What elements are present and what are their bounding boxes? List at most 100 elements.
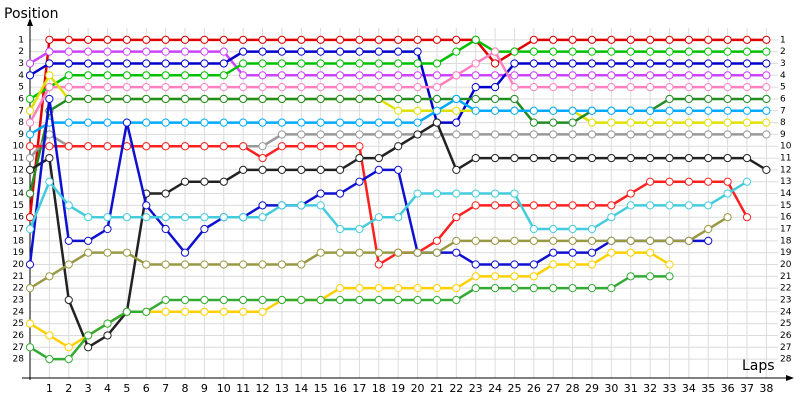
y-tick-label: 3	[18, 59, 24, 69]
position-marker	[84, 236, 93, 245]
position-marker	[452, 248, 461, 257]
position-marker	[549, 284, 558, 293]
position-marker	[355, 284, 364, 293]
position-marker	[142, 71, 151, 80]
position-marker	[64, 47, 73, 56]
position-marker	[103, 248, 112, 257]
position-marker	[568, 224, 577, 234]
position-marker	[394, 295, 403, 305]
position-marker	[432, 83, 442, 92]
position-marker	[704, 118, 713, 127]
y-tick-label-right: 28	[780, 355, 792, 365]
position-marker	[568, 71, 577, 80]
position-marker	[122, 71, 131, 80]
position-marker	[103, 331, 112, 340]
position-marker	[684, 118, 693, 127]
x-tick-label: 14	[294, 382, 308, 395]
position-marker	[64, 83, 73, 92]
position-marker	[607, 153, 616, 163]
position-marker	[355, 118, 364, 127]
position-marker	[25, 153, 35, 163]
position-marker	[587, 248, 597, 257]
position-marker	[762, 165, 771, 174]
position-marker	[239, 260, 248, 269]
position-marker	[704, 59, 713, 68]
position-marker	[239, 47, 248, 56]
position-marker	[452, 118, 461, 127]
position-marker	[258, 295, 267, 305]
position-marker	[258, 260, 267, 269]
position-marker	[413, 71, 422, 80]
position-marker	[161, 260, 170, 269]
y-tick-label: 13	[13, 177, 24, 187]
position-marker	[258, 142, 267, 151]
position-marker	[180, 295, 190, 305]
position-marker	[587, 201, 597, 210]
position-marker	[297, 35, 306, 44]
position-marker	[394, 59, 403, 68]
position-marker	[762, 35, 771, 44]
position-marker	[200, 59, 209, 68]
position-marker	[646, 106, 655, 115]
position-marker	[607, 284, 616, 293]
position-marker	[84, 118, 93, 127]
position-marker	[25, 94, 35, 104]
position-marker	[490, 284, 500, 293]
position-marker	[277, 295, 287, 305]
y-tick-label-right: 24	[780, 307, 792, 317]
position-marker	[161, 83, 170, 92]
position-marker	[510, 236, 519, 245]
position-marker	[490, 189, 500, 198]
position-marker	[200, 142, 209, 151]
position-marker	[665, 236, 674, 245]
position-marker	[200, 213, 209, 222]
position-marker	[510, 130, 519, 139]
position-marker	[490, 272, 500, 281]
position-marker	[723, 177, 732, 186]
position-marker	[394, 71, 403, 80]
position-marker	[64, 59, 73, 68]
position-marker	[297, 201, 306, 210]
position-marker	[180, 118, 190, 127]
position-marker	[219, 71, 228, 80]
position-marker	[684, 177, 693, 186]
position-marker	[568, 248, 577, 257]
position-marker	[646, 83, 655, 92]
position-marker	[471, 260, 480, 269]
position-marker	[161, 224, 170, 234]
position-marker	[355, 94, 364, 104]
position-marker	[568, 236, 577, 245]
position-marker	[25, 319, 35, 328]
position-marker	[64, 260, 73, 269]
position-marker	[84, 71, 93, 80]
position-marker	[549, 71, 558, 80]
position-marker	[394, 118, 403, 127]
position-marker	[510, 284, 519, 293]
position-marker	[587, 106, 597, 115]
position-marker	[452, 213, 461, 222]
position-marker	[180, 94, 190, 104]
position-marker	[25, 118, 35, 127]
position-marker	[607, 59, 616, 68]
position-marker	[529, 47, 538, 56]
position-marker	[142, 260, 151, 269]
position-marker	[432, 189, 442, 198]
position-marker	[277, 35, 287, 44]
position-marker	[626, 71, 635, 80]
x-tick-label: 4	[104, 382, 111, 395]
x-tick-label: 15	[314, 382, 328, 395]
position-marker	[219, 295, 228, 305]
position-marker	[45, 47, 54, 56]
position-marker	[529, 83, 538, 92]
position-marker	[355, 83, 364, 92]
position-marker	[25, 224, 35, 234]
x-tick-label: 11	[236, 382, 250, 395]
position-marker	[665, 118, 674, 127]
y-tick-label: 23	[13, 295, 24, 305]
position-marker	[25, 142, 35, 151]
y-tick-label-right: 11	[780, 154, 791, 164]
position-marker	[413, 248, 422, 257]
position-marker	[180, 177, 190, 186]
y-tick-label-right: 26	[780, 331, 792, 341]
position-marker	[122, 118, 131, 127]
